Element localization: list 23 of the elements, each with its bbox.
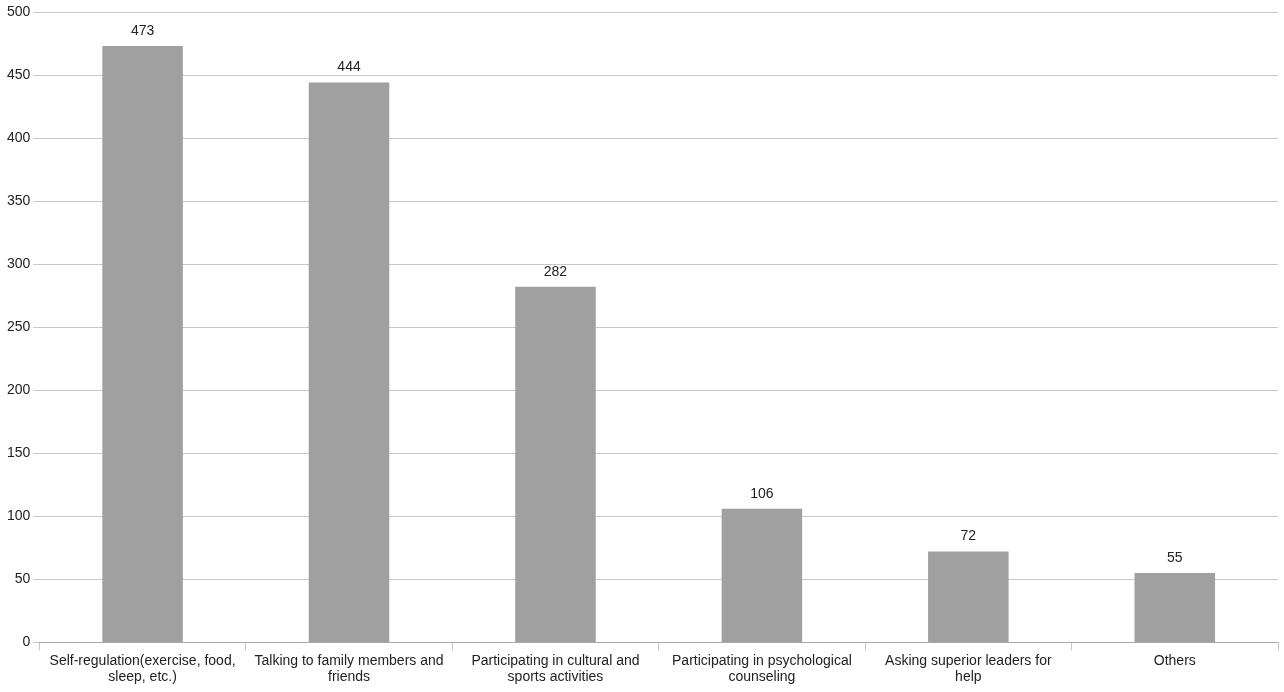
y-tick-label: 350 xyxy=(7,191,31,208)
data-label: 282 xyxy=(543,262,568,279)
data-label: 72 xyxy=(960,527,977,544)
data-label: 444 xyxy=(337,58,361,75)
y-tick-label: 100 xyxy=(7,507,31,524)
x-tick-label: Others xyxy=(1153,651,1196,668)
x-tick-label: Self-regulation(exercise, food, sleep, etc.) xyxy=(49,651,236,685)
y-tick-label: 0 xyxy=(22,633,31,650)
y-tick-label: 150 xyxy=(7,444,31,461)
y-tick-label: 250 xyxy=(7,318,31,335)
x-tick-label: Participating in cultural and sports activities xyxy=(471,651,640,685)
y-tick-label: 50 xyxy=(14,570,31,587)
x-tick-label: Participating in psychological counseling xyxy=(672,651,852,685)
y-tick-label: 500 xyxy=(7,2,31,19)
y-tick-label: 200 xyxy=(7,381,31,398)
data-label: 106 xyxy=(750,484,774,501)
y-tick-label: 450 xyxy=(7,65,31,82)
x-tick-label: Asking superior leaders for help xyxy=(885,651,1052,685)
x-tick-label: Talking to family members and friends xyxy=(254,651,444,685)
data-label: 55 xyxy=(1166,548,1183,565)
y-tick-label: 300 xyxy=(7,255,31,272)
y-tick-label: 400 xyxy=(7,128,31,145)
data-label: 473 xyxy=(130,21,155,38)
